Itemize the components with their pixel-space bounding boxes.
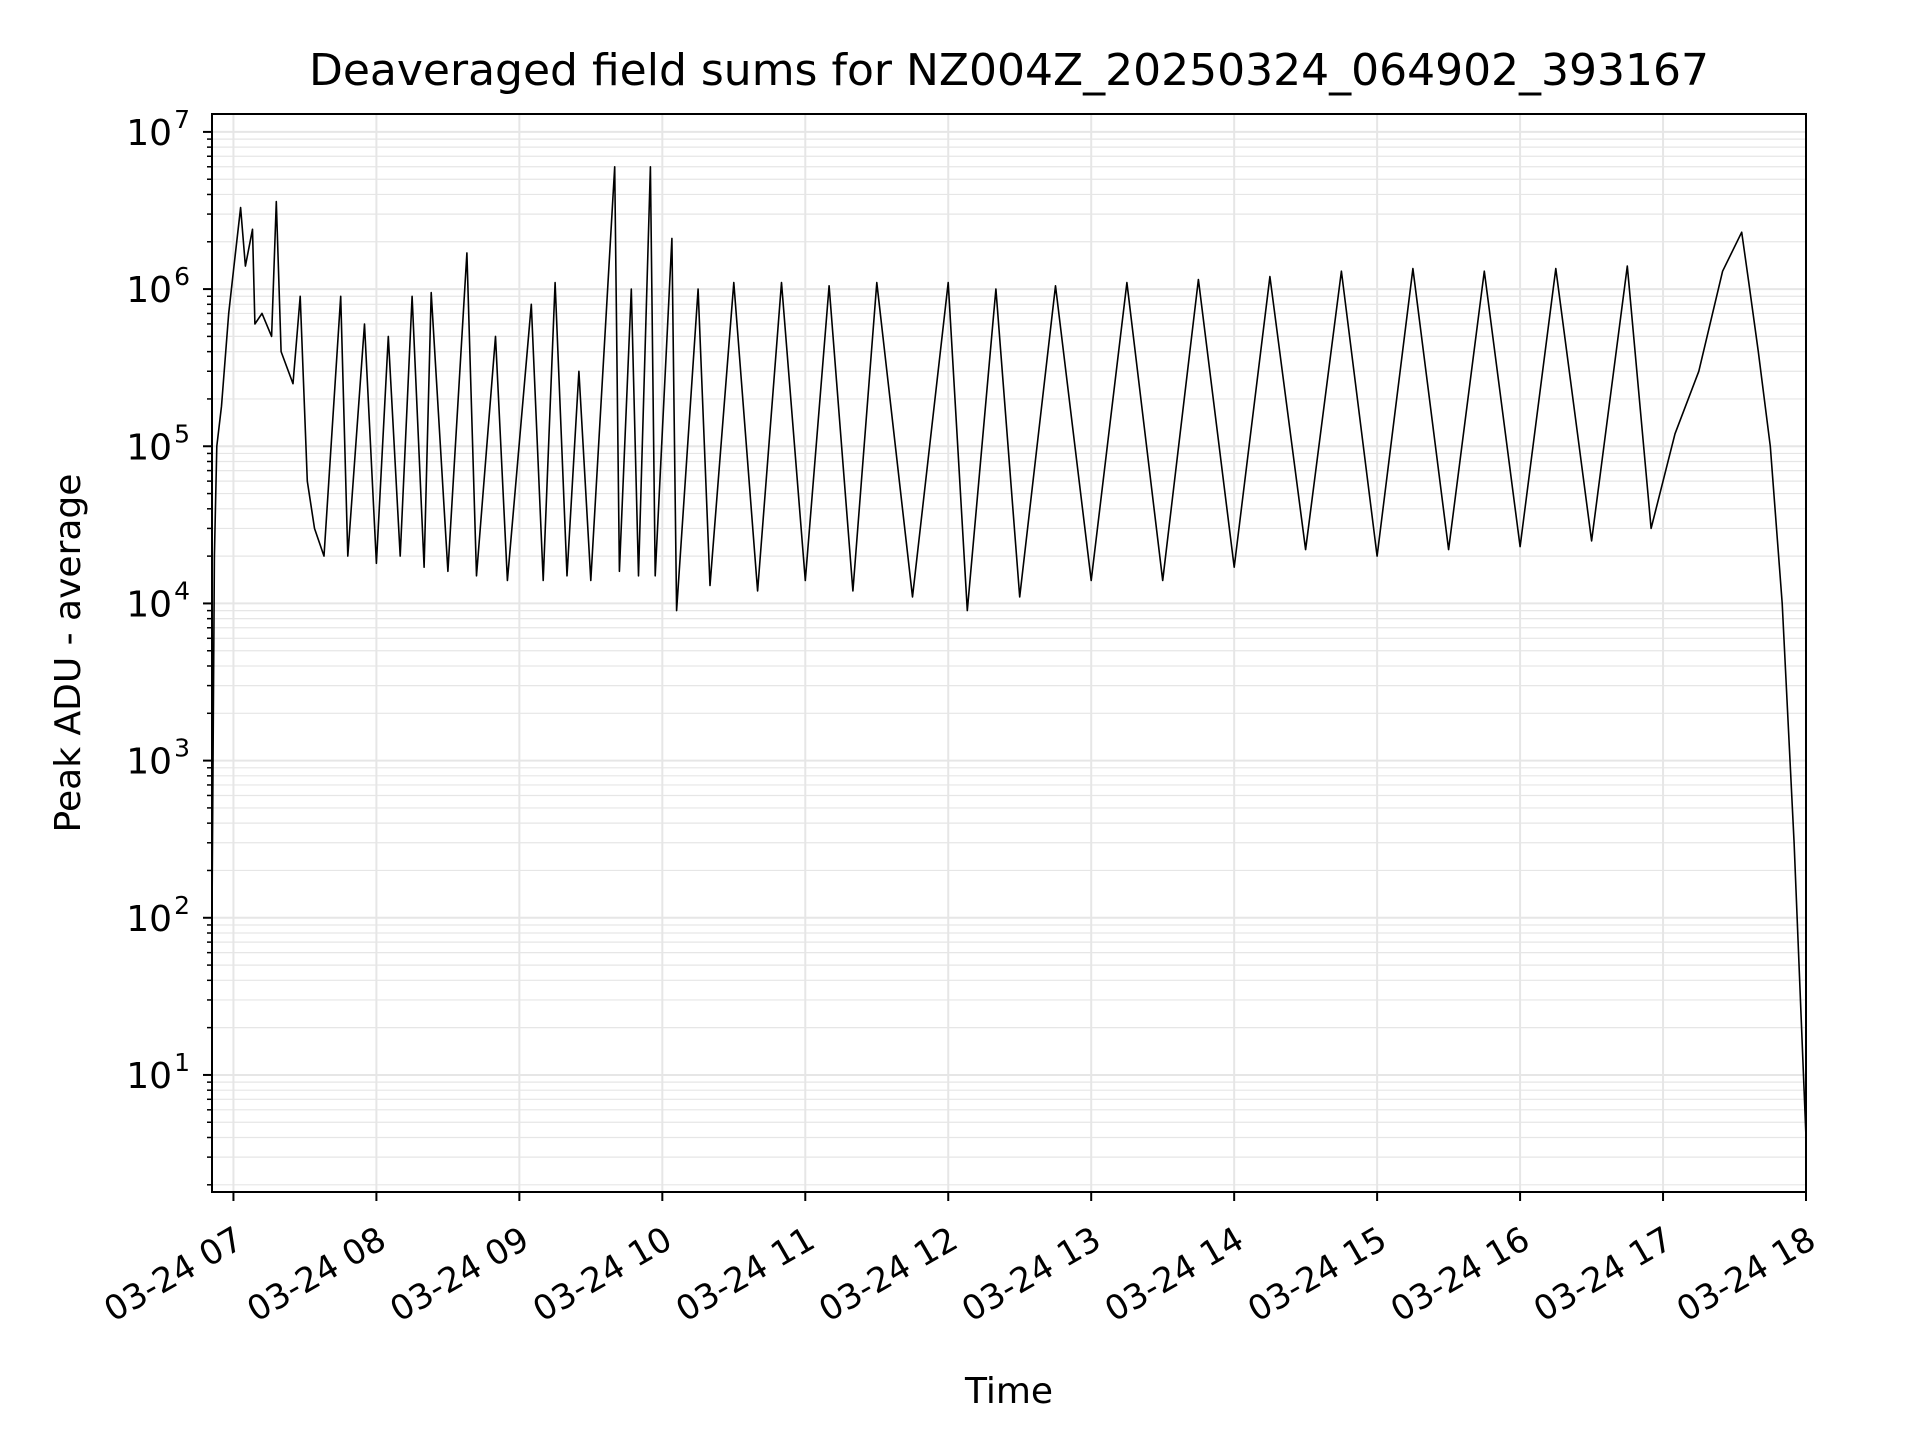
y-tick-label: 10	[126, 742, 172, 783]
y-tick-exponent: 1	[174, 1048, 190, 1077]
y-tick-label: 10	[126, 427, 172, 468]
plot-frame	[211, 113, 1807, 1193]
y-tick-exponent: 6	[174, 262, 190, 291]
y-tick-exponent: 2	[174, 891, 190, 920]
y-tick-label: 10	[126, 1056, 172, 1097]
series-line	[211, 166, 1807, 1138]
y-tick-label: 10	[126, 584, 172, 625]
y-tick-exponent: 3	[174, 734, 190, 763]
y-tick-exponent: 5	[174, 419, 190, 448]
y-tick-label: 10	[126, 270, 172, 311]
x-axis-label: Time	[964, 1371, 1053, 1412]
y-axis-label: Peak ADU - average	[48, 474, 89, 833]
chart-title: Deaveraged field sums for NZ004Z_2025032…	[309, 45, 1709, 96]
y-tick-label: 10	[126, 113, 172, 154]
y-tick-exponent: 7	[174, 105, 190, 134]
y-tick-label: 10	[126, 899, 172, 940]
y-tick-exponent: 4	[174, 576, 190, 605]
series-layer	[211, 166, 1807, 1138]
